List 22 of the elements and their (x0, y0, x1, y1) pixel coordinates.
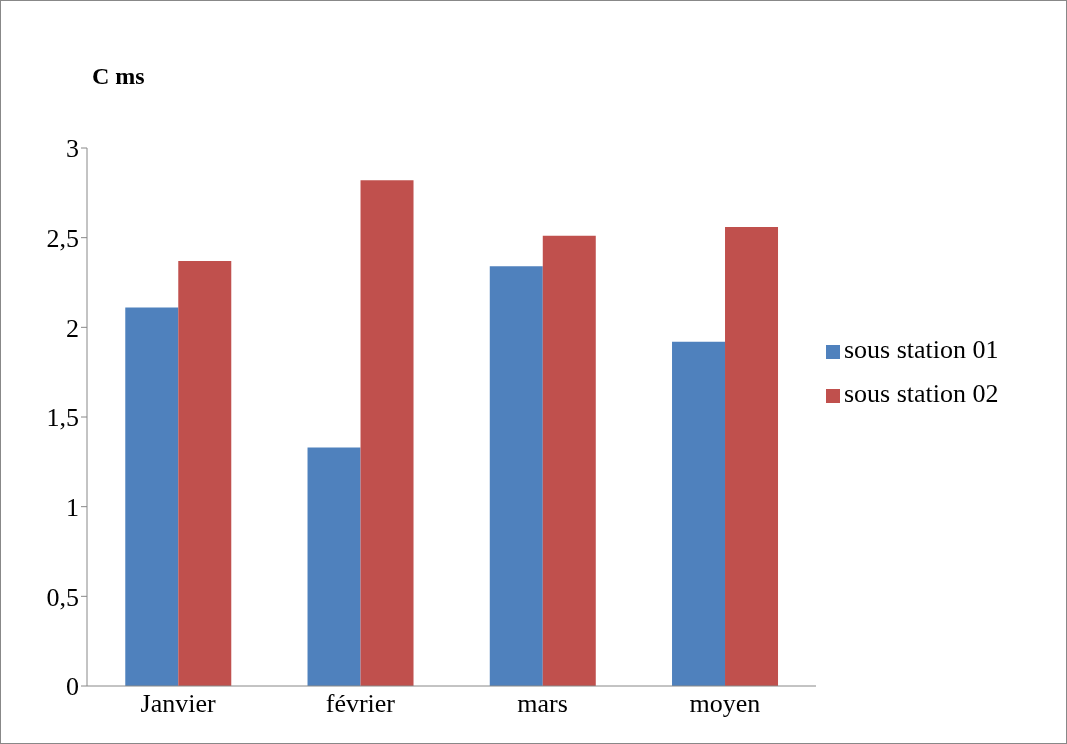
legend-label: sous station 01 (844, 335, 999, 364)
legend-label: sous station 02 (844, 379, 999, 408)
bar (542, 235, 596, 686)
bar (307, 447, 361, 686)
y-tick-label: 2,5 (46, 223, 79, 253)
y-tick-label: 0,5 (46, 582, 79, 612)
chart-title: C ms (92, 63, 145, 90)
bar (672, 341, 726, 686)
x-tick-label: mars (517, 689, 568, 719)
x-tick-label: Janvier (140, 689, 216, 719)
y-tick-label: 2 (66, 313, 79, 343)
y-tick-label: 1,5 (46, 403, 79, 433)
bar (489, 266, 543, 686)
bar (125, 307, 179, 686)
x-tick-label: moyen (689, 689, 761, 719)
y-tick-label: 0 (66, 672, 79, 702)
bar (178, 260, 232, 686)
x-tick-label: février (325, 689, 396, 719)
bar (725, 226, 779, 686)
bar (360, 180, 414, 686)
y-tick-label: 1 (66, 492, 79, 522)
y-tick-label: 3 (66, 134, 79, 164)
